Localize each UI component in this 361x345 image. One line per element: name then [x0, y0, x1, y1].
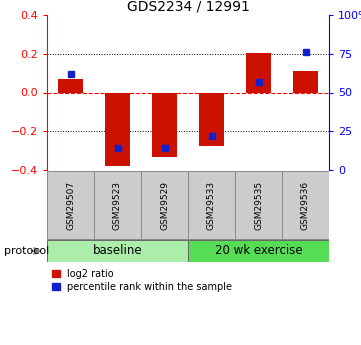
- FancyBboxPatch shape: [188, 240, 329, 262]
- Text: GSM29535: GSM29535: [254, 180, 263, 229]
- Bar: [105, 92, 130, 166]
- FancyBboxPatch shape: [47, 240, 188, 262]
- Title: GDS2234 / 12991: GDS2234 / 12991: [127, 0, 249, 14]
- Bar: [292, 71, 318, 92]
- FancyBboxPatch shape: [282, 171, 329, 239]
- FancyBboxPatch shape: [142, 171, 187, 239]
- FancyBboxPatch shape: [235, 171, 282, 239]
- Legend: log2 ratio, percentile rank within the sample: log2 ratio, percentile rank within the s…: [52, 269, 232, 292]
- Text: GSM29533: GSM29533: [207, 180, 216, 229]
- Bar: [57, 79, 83, 92]
- Text: baseline: baseline: [93, 245, 142, 257]
- Text: protocol: protocol: [4, 246, 49, 256]
- Text: GSM29529: GSM29529: [160, 180, 169, 229]
- FancyBboxPatch shape: [188, 171, 235, 239]
- Text: GSM29507: GSM29507: [66, 180, 75, 229]
- Bar: [152, 92, 177, 157]
- Text: 20 wk exercise: 20 wk exercise: [215, 245, 302, 257]
- FancyBboxPatch shape: [95, 171, 140, 239]
- Bar: [199, 92, 225, 146]
- Bar: [245, 53, 271, 92]
- Text: GSM29536: GSM29536: [301, 180, 310, 229]
- FancyBboxPatch shape: [47, 171, 93, 239]
- Text: GSM29523: GSM29523: [113, 180, 122, 229]
